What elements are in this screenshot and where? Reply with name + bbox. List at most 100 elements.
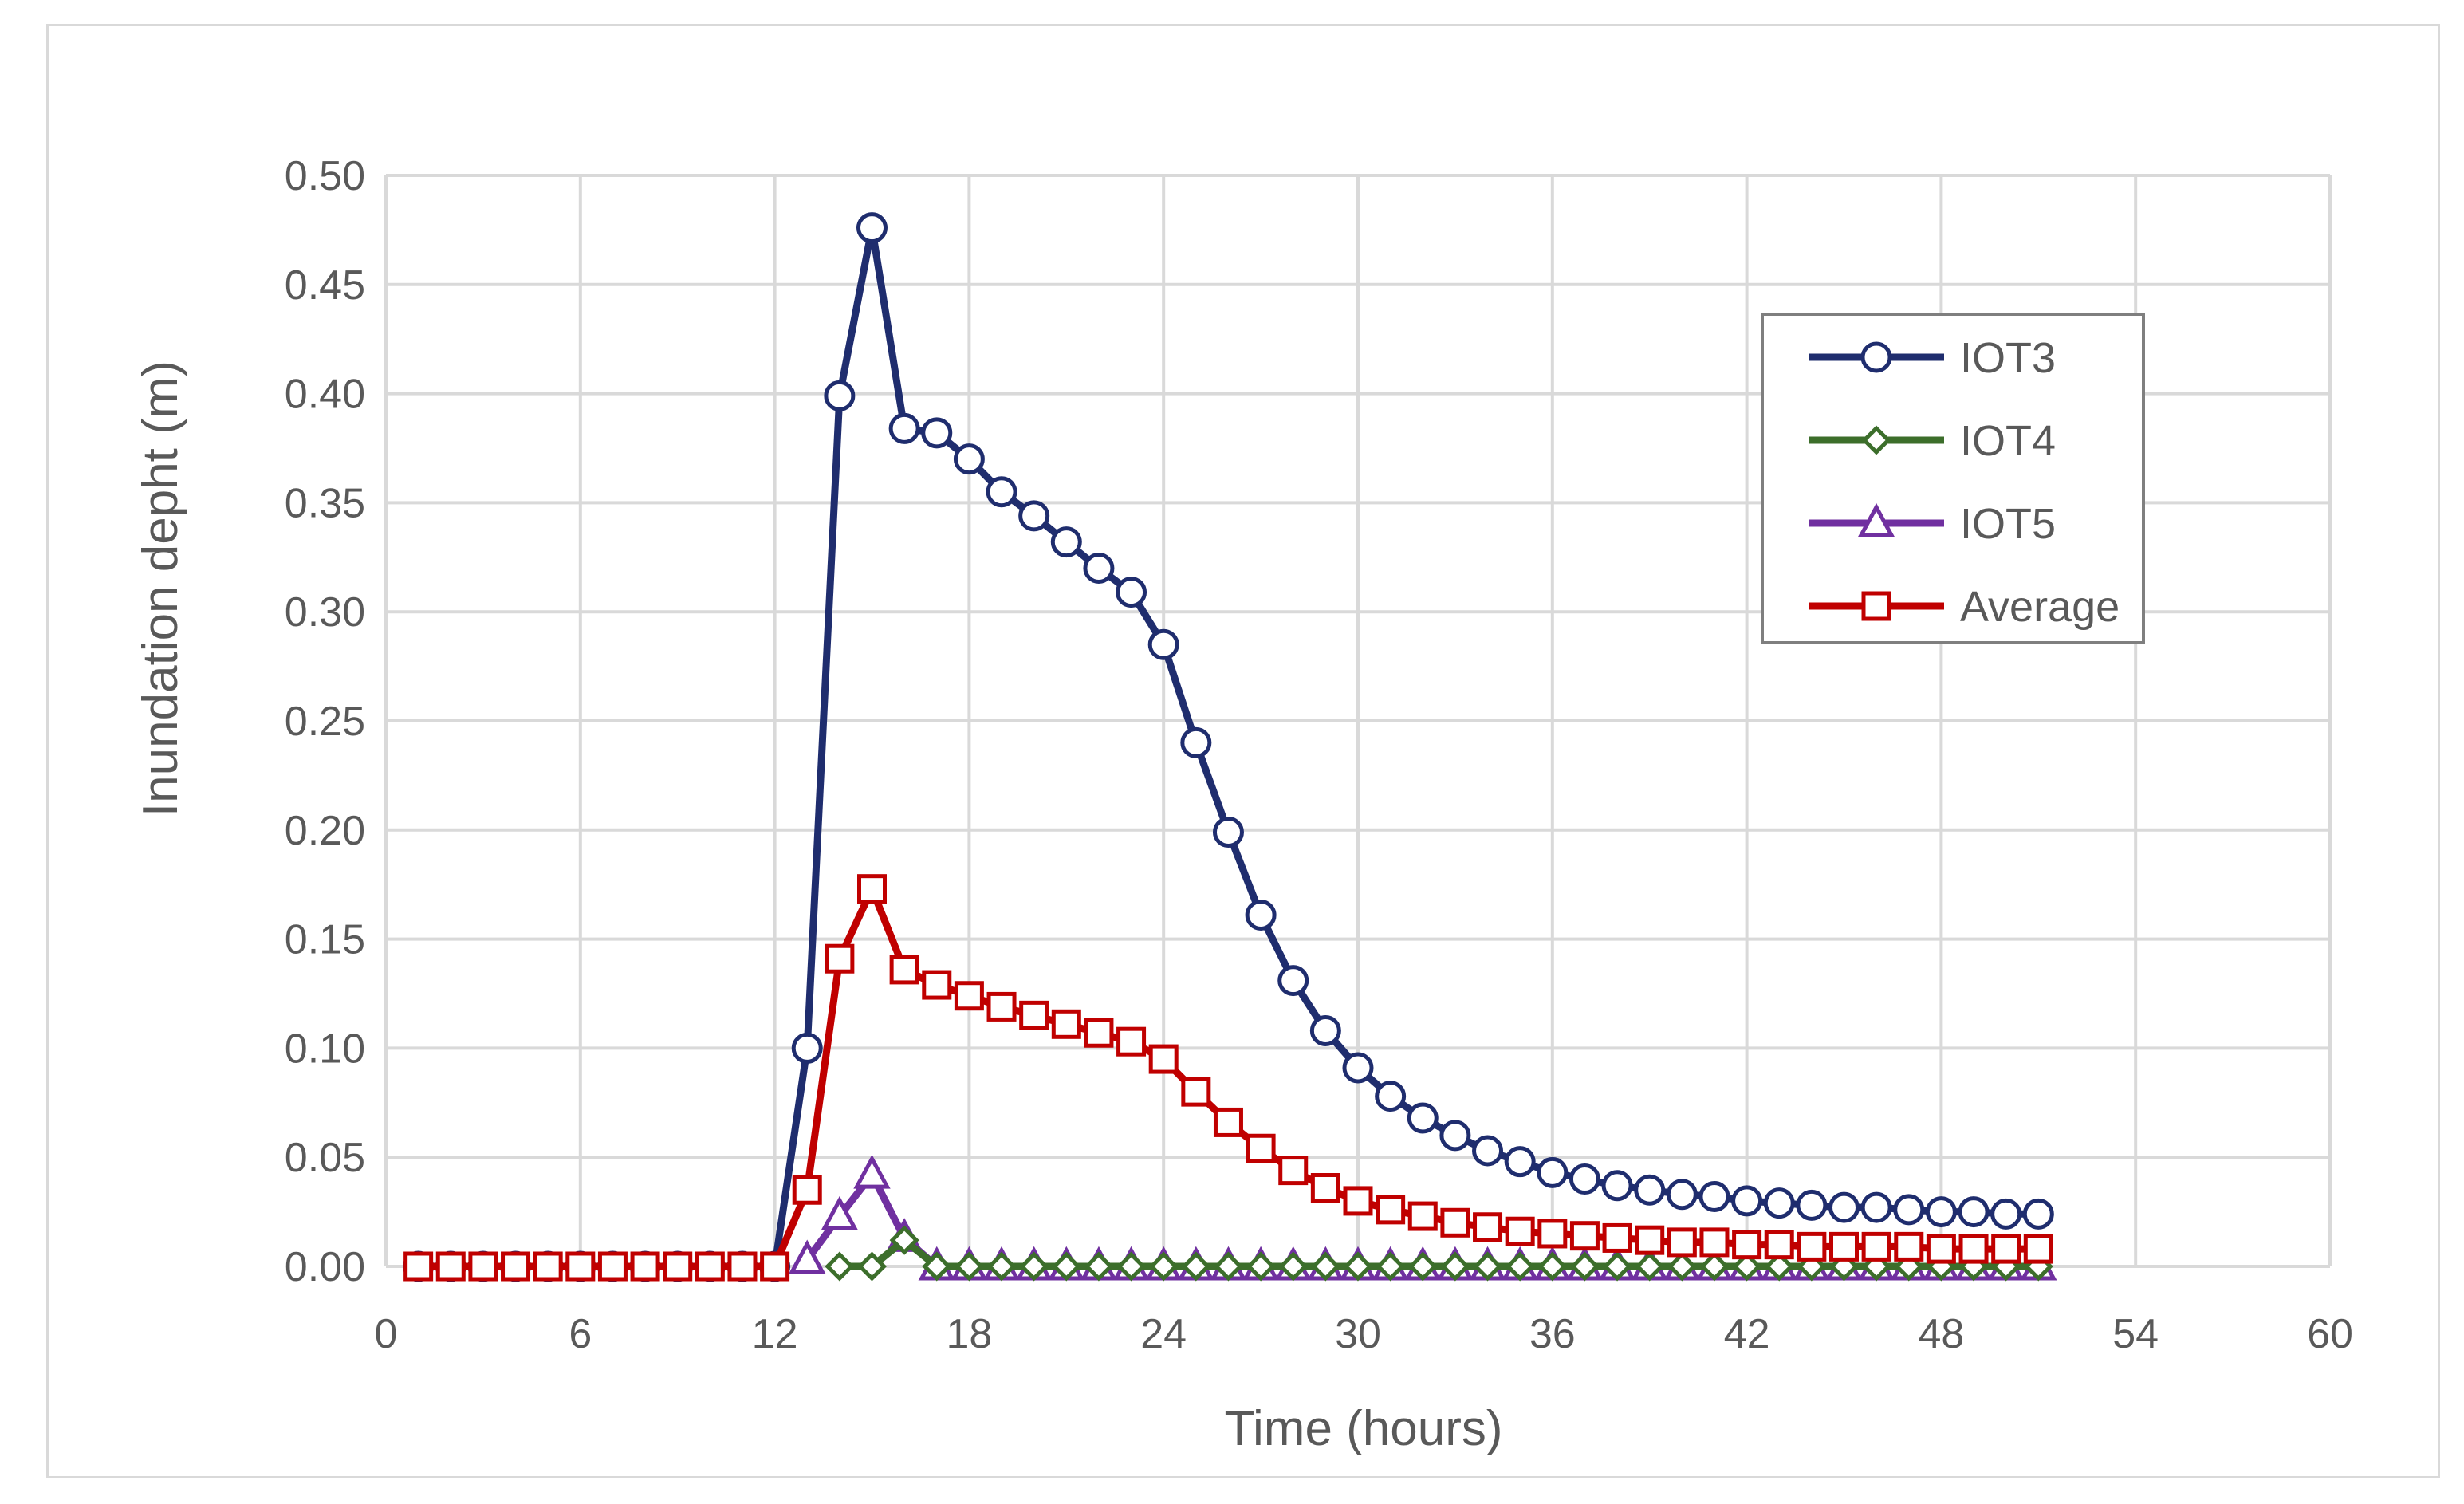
- data-point-iot4: [1699, 1251, 1730, 1282]
- data-point-iot3: [1796, 1189, 1828, 1221]
- data-point-iot3: [1763, 1187, 1795, 1219]
- data-point-average: [1861, 1231, 1891, 1262]
- legend-box: [1761, 313, 2145, 644]
- data-point-iot3: [986, 476, 1017, 508]
- data-point-average: [1635, 1225, 1665, 1255]
- data-point-iot3: [1860, 1191, 1892, 1223]
- data-point-average: [1310, 1173, 1340, 1203]
- data-point-iot3: [1472, 1135, 1504, 1167]
- x-tick-label: 0: [375, 1311, 398, 1357]
- series-layer: [403, 212, 2057, 1282]
- data-point-average: [2023, 1234, 2053, 1264]
- legend-item-iot5: IOT5: [1809, 500, 2056, 548]
- data-point-iot3: [1601, 1170, 1633, 1202]
- data-point-iot3: [1407, 1102, 1439, 1134]
- x-tick-label: 6: [569, 1311, 592, 1357]
- data-point-iot4: [1051, 1251, 1081, 1282]
- data-point-iot3: [824, 380, 856, 411]
- y-tick-label: 0.30: [285, 589, 365, 636]
- data-point-average: [1797, 1231, 1827, 1262]
- data-point-average: [857, 874, 887, 904]
- x-tick-label: 36: [1529, 1311, 1576, 1357]
- data-point-average: [1894, 1231, 1924, 1262]
- data-point-average: [1278, 1156, 1309, 1186]
- data-point-iot4: [1181, 1251, 1211, 1282]
- y-tick-label: 0.45: [285, 262, 365, 309]
- data-point-average: [1505, 1216, 1535, 1246]
- y-tick-label: 0.50: [285, 153, 365, 199]
- legend-item-iot3: IOT3: [1809, 334, 2056, 382]
- data-point-iot4: [1343, 1251, 1373, 1282]
- y-axis-title: Inundation depht (m): [133, 360, 188, 817]
- series-iot4: [825, 1225, 2053, 1282]
- data-point-average: [1829, 1231, 1859, 1262]
- data-point-average: [565, 1251, 596, 1282]
- x-tick-label: 24: [1140, 1311, 1187, 1357]
- data-point-average: [501, 1251, 531, 1282]
- data-point-average: [986, 991, 1017, 1022]
- data-point-iot3: [1439, 1120, 1471, 1152]
- data-point-iot4: [1602, 1251, 1632, 1282]
- data-point-average: [1440, 1207, 1470, 1238]
- data-point-iot3: [1569, 1163, 1600, 1195]
- data-point-average: [435, 1251, 466, 1282]
- data-point-average: [630, 1251, 660, 1282]
- data-point-iot4: [1310, 1251, 1340, 1282]
- data-point-iot4: [1116, 1251, 1147, 1282]
- series-line-average: [418, 885, 2039, 1270]
- y-tick-label: 0.10: [285, 1026, 365, 1072]
- data-point-average: [1246, 1133, 1276, 1163]
- data-point-average: [1667, 1227, 1697, 1258]
- y-tick-label: 0.15: [285, 917, 365, 963]
- data-point-iot4: [889, 1225, 919, 1255]
- legend-marker-iot5: [1857, 502, 1895, 537]
- data-point-iot3: [1537, 1156, 1569, 1188]
- legend-item-iot4: IOT4: [1809, 417, 2056, 465]
- data-point-iot4: [1505, 1251, 1535, 1282]
- x-tick-label: 60: [2307, 1311, 2353, 1357]
- data-point-iot3: [1958, 1196, 1990, 1228]
- data-point-iot3: [856, 212, 888, 244]
- data-point-iot3: [1309, 1015, 1341, 1047]
- tick-labels: 0 6 12 18 24 30 36 42 48 54 60 0.00 0.05 0.10 0.15 0.20…: [285, 153, 2353, 1357]
- data-point-iot3: [1342, 1052, 1374, 1084]
- data-point-iot4: [1084, 1251, 1114, 1282]
- data-point-iot4: [922, 1251, 952, 1282]
- data-point-average: [1051, 1009, 1081, 1039]
- legend-marker-iot3: [1860, 341, 1892, 373]
- data-point-average: [663, 1251, 693, 1282]
- data-point-iot4: [1019, 1251, 1049, 1282]
- data-point-average: [954, 981, 984, 1011]
- data-point-iot4: [1472, 1251, 1503, 1282]
- data-point-iot3: [1731, 1185, 1763, 1217]
- data-point-iot3: [1083, 552, 1115, 584]
- data-point-average: [727, 1251, 758, 1282]
- legend-label-iot3: IOT3: [1960, 334, 2056, 382]
- data-point-iot4: [825, 1251, 855, 1282]
- x-tick-label: 48: [1918, 1311, 1964, 1357]
- data-point-average: [1991, 1234, 2021, 1264]
- data-point-iot3: [1212, 817, 1244, 848]
- legend: IOT3 IOT4 IOT5 Average: [1761, 313, 2145, 644]
- data-point-iot3: [1050, 526, 1082, 558]
- data-point-average: [889, 955, 919, 985]
- data-point-average: [1407, 1201, 1438, 1231]
- data-point-iot3: [1666, 1179, 1698, 1211]
- x-tick-label: 54: [2112, 1311, 2159, 1357]
- data-point-average: [1343, 1186, 1373, 1216]
- data-point-average: [760, 1251, 790, 1282]
- data-point-iot3: [1828, 1191, 1860, 1223]
- data-point-average: [1084, 1018, 1114, 1048]
- data-point-iot3: [1147, 628, 1179, 660]
- data-point-iot3: [1504, 1146, 1536, 1178]
- data-point-iot4: [1407, 1251, 1438, 1282]
- data-point-average: [1019, 1000, 1049, 1030]
- data-point-iot3: [791, 1032, 823, 1064]
- data-point-iot3: [1245, 900, 1277, 931]
- data-point-average: [792, 1175, 822, 1205]
- data-point-iot3: [1018, 500, 1050, 532]
- x-tick-label: 18: [946, 1311, 992, 1357]
- data-point-iot3: [2022, 1198, 2054, 1230]
- legend-label-iot4: IOT4: [1960, 417, 2056, 465]
- data-point-iot3: [888, 412, 920, 444]
